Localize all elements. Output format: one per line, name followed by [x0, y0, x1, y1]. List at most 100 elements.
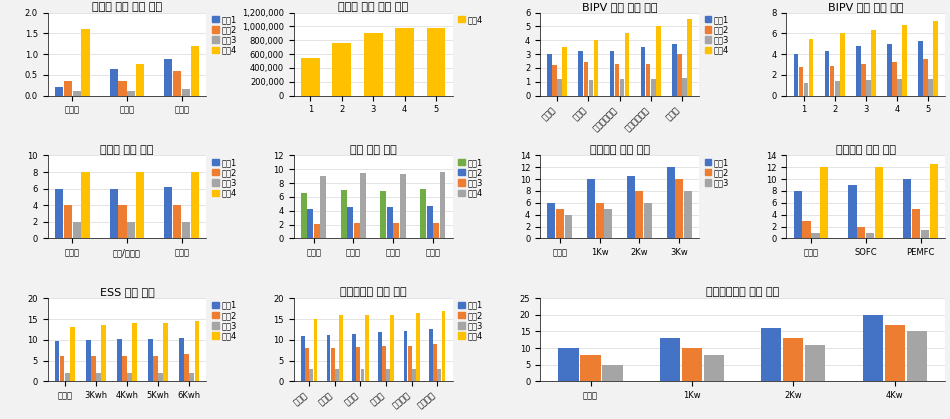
Title: 초소형열병합 성능 평가: 초소형열병합 성능 평가 [706, 287, 779, 297]
Bar [378, 332, 382, 381]
Bar [840, 34, 845, 96]
Bar [159, 373, 163, 381]
Bar [72, 222, 81, 238]
Bar [70, 327, 74, 381]
Bar [301, 57, 320, 96]
Bar [119, 81, 126, 96]
Bar [804, 83, 808, 96]
Bar [380, 191, 387, 238]
Bar [123, 357, 126, 381]
Bar [96, 373, 101, 381]
Bar [180, 338, 184, 381]
Legend: 계열1, 계열2, 계열3, 계열4: 계열1, 계열2, 계열3, 계열4 [212, 301, 237, 341]
Bar [589, 80, 593, 96]
Bar [82, 29, 89, 96]
Bar [55, 341, 60, 381]
Bar [811, 233, 820, 238]
Bar [347, 207, 353, 238]
Bar [339, 315, 343, 381]
Title: BIPV 방식 성능 평가: BIPV 방식 성능 평가 [581, 2, 657, 12]
Bar [636, 191, 643, 238]
Bar [627, 176, 635, 238]
Bar [783, 338, 804, 381]
Bar [119, 205, 126, 238]
Bar [412, 369, 416, 381]
Bar [127, 373, 132, 381]
Bar [558, 79, 562, 96]
Title: 열저장장치 성능 평가: 열저장장치 성능 평가 [340, 287, 407, 297]
Legend: 계열1, 계열2, 계열3, 계열4: 계열1, 계열2, 계열3, 계열4 [459, 301, 483, 341]
Bar [442, 311, 446, 381]
Bar [365, 315, 369, 381]
Bar [341, 190, 347, 238]
Bar [604, 209, 612, 238]
Bar [320, 176, 326, 238]
Bar [353, 223, 359, 238]
Bar [64, 81, 72, 96]
Bar [644, 203, 652, 238]
Bar [433, 223, 439, 238]
Bar [793, 191, 802, 238]
Bar [72, 91, 81, 96]
Bar [672, 44, 676, 96]
Legend: 계열1, 계열2, 계열3, 계열4: 계열1, 계열2, 계열3, 계열4 [705, 15, 730, 55]
Bar [301, 336, 305, 381]
Legend: 계열1, 계열2, 계열3: 계열1, 계열2, 계열3 [705, 158, 730, 187]
Bar [660, 338, 680, 381]
Bar [619, 79, 624, 96]
Bar [310, 369, 314, 381]
Bar [173, 71, 181, 96]
Bar [173, 205, 181, 238]
Bar [164, 187, 173, 238]
Bar [314, 224, 320, 238]
Bar [866, 233, 874, 238]
Bar [656, 26, 660, 96]
Bar [182, 89, 190, 96]
Bar [191, 172, 200, 238]
Bar [427, 28, 446, 96]
Bar [806, 345, 826, 381]
Bar [547, 54, 552, 96]
Bar [682, 348, 702, 381]
Bar [136, 172, 144, 238]
Bar [109, 189, 118, 238]
Bar [440, 172, 446, 238]
Bar [677, 54, 681, 96]
Bar [327, 335, 331, 381]
Bar [897, 79, 902, 96]
Bar [404, 331, 408, 381]
Bar [861, 65, 865, 96]
Bar [866, 80, 870, 96]
Bar [930, 164, 938, 238]
Bar [360, 173, 366, 238]
Bar [132, 323, 137, 381]
Bar [892, 62, 897, 96]
Legend: 계열1, 계열2, 계열3, 계열4: 계열1, 계열2, 계열3, 계열4 [212, 158, 237, 198]
Bar [364, 34, 383, 96]
Bar [420, 189, 427, 238]
Bar [305, 348, 309, 381]
Bar [356, 347, 360, 381]
Bar [875, 167, 884, 238]
Bar [136, 65, 144, 96]
Bar [556, 209, 564, 238]
Title: 태양광 면적 성능 평가: 태양광 면적 성능 평가 [338, 2, 408, 12]
Bar [675, 179, 683, 238]
Bar [564, 215, 573, 238]
Bar [682, 78, 687, 96]
Bar [390, 315, 394, 381]
Bar [184, 354, 189, 381]
Bar [646, 64, 651, 96]
Bar [195, 321, 200, 381]
Bar [667, 167, 674, 238]
Title: 지열 성능 평가: 지열 성능 평가 [350, 145, 396, 155]
Bar [153, 357, 158, 381]
Bar [906, 331, 927, 381]
Bar [704, 355, 724, 381]
Bar [393, 223, 399, 238]
Bar [559, 348, 579, 381]
Bar [919, 41, 922, 96]
Bar [361, 369, 365, 381]
Bar [382, 346, 386, 381]
Bar [352, 334, 356, 381]
